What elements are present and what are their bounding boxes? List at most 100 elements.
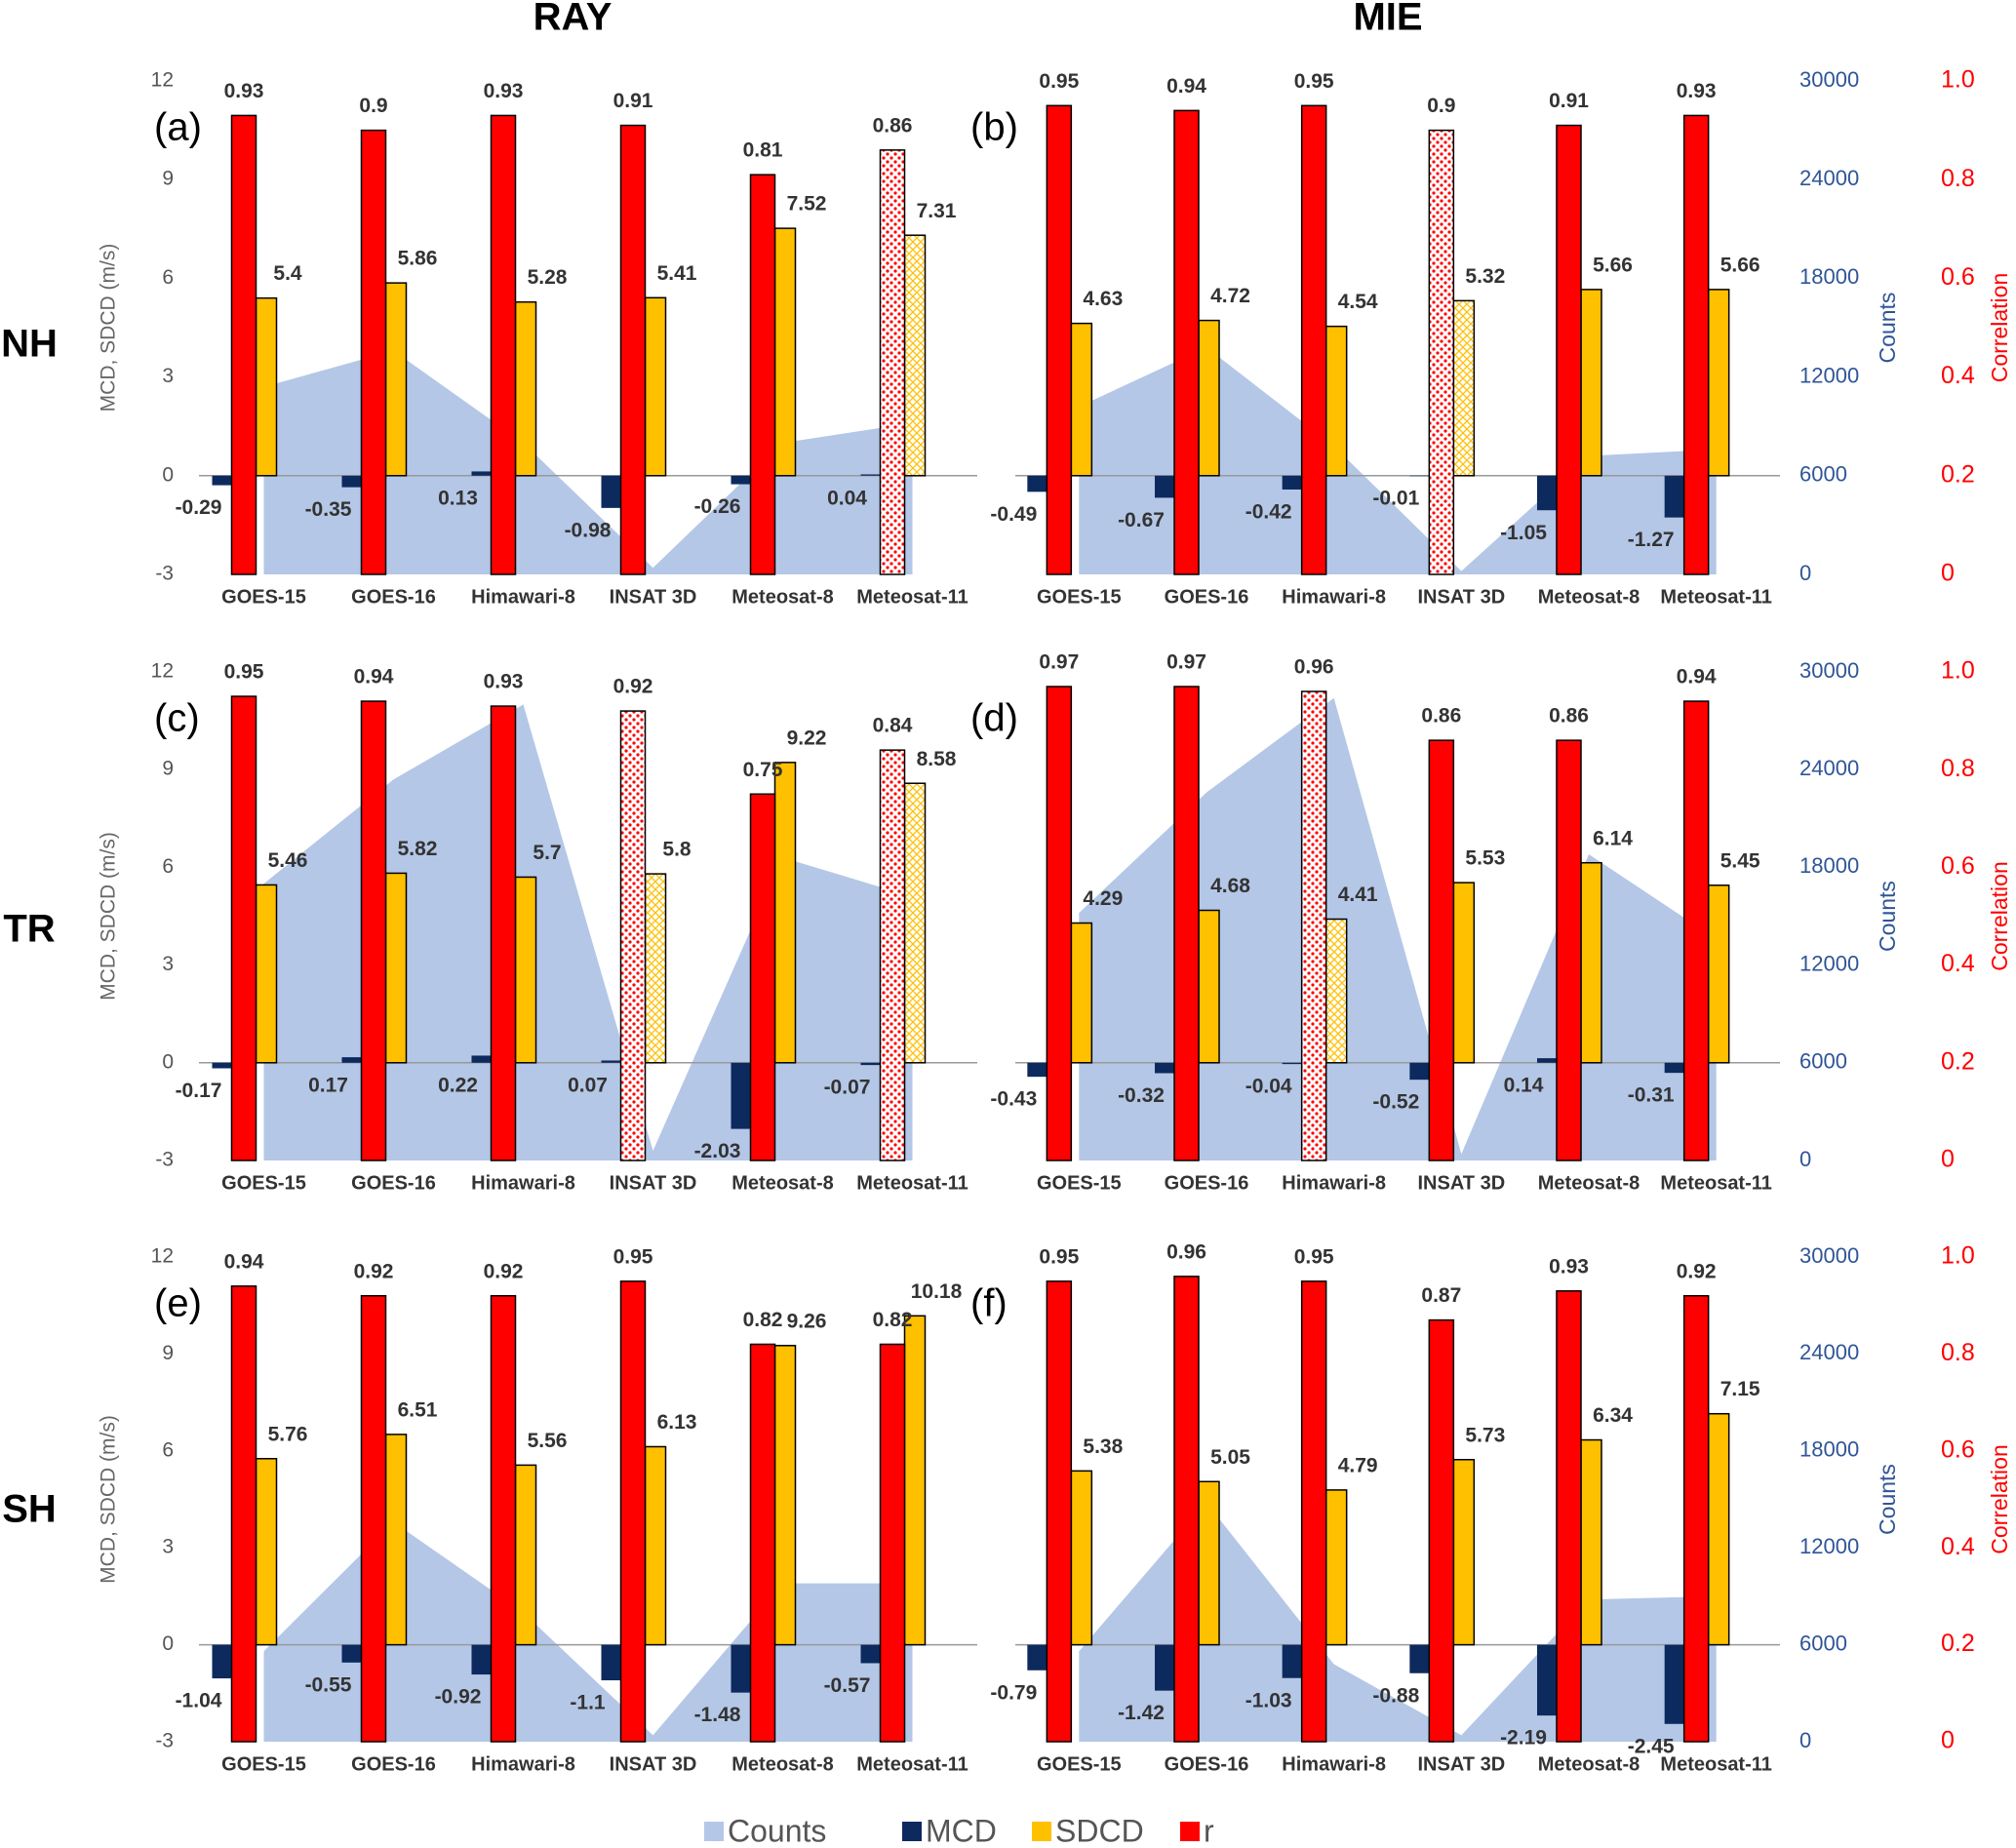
data-label: -0.88 (1372, 1684, 1419, 1707)
legend-label: r (1204, 1813, 1214, 1848)
y2-tick-label: 6000 (1799, 1631, 1847, 1655)
bar (1324, 918, 1348, 1064)
y2-tick-label: 30000 (1799, 67, 1859, 92)
y2-tick-label: 30000 (1799, 1243, 1859, 1268)
bar (1282, 1644, 1302, 1678)
y3-tick-label: 0.6 (1941, 852, 1975, 880)
y3-tick-label: 0.2 (1941, 1630, 1975, 1657)
data-label: 0.95 (1294, 70, 1334, 93)
bar (1580, 1438, 1602, 1646)
y3-tick-label: 0.6 (1941, 1435, 1975, 1463)
bar (731, 1062, 751, 1129)
bar (879, 149, 906, 575)
data-label: 7.52 (787, 193, 827, 216)
data-label: 5.4 (273, 262, 302, 285)
bar (1282, 475, 1302, 490)
data-label: -2.45 (1628, 1735, 1675, 1757)
y-tick-label: 3 (162, 1536, 174, 1558)
x-tick-label: INSAT 3D (1418, 1753, 1506, 1775)
panel-title: (d) (970, 697, 1018, 740)
y3-tick-label: 0.2 (1941, 1047, 1975, 1075)
y-axis-title: MCD, SDCD (m/s) (98, 832, 120, 1001)
data-label: 0.86 (873, 114, 913, 137)
bar (1409, 1062, 1430, 1081)
y3-tick-label: 0.8 (1941, 1339, 1975, 1366)
bar (1556, 739, 1582, 1161)
x-tick-label: GOES-15 (221, 586, 306, 608)
data-label: 0.86 (1421, 705, 1461, 727)
bar (471, 1055, 492, 1063)
data-label: 0.95 (1039, 1245, 1079, 1268)
x-tick-label: Meteosat-8 (731, 1753, 833, 1775)
bar (490, 1295, 517, 1743)
data-label: 0.93 (1677, 80, 1717, 102)
bar (1409, 1644, 1430, 1673)
y3-tick-label: 0.6 (1941, 263, 1975, 291)
legend-label: SDCD (1055, 1813, 1144, 1848)
bar (471, 1644, 492, 1675)
legend-swatch (902, 1822, 922, 1841)
bar (1027, 1644, 1048, 1671)
x-tick-label: Meteosat-8 (731, 1172, 833, 1194)
bar (1452, 1458, 1476, 1646)
y2-tick-label: 24000 (1799, 166, 1859, 190)
bar (1428, 739, 1455, 1161)
bar (341, 1644, 362, 1663)
data-label: 0.93 (1549, 1255, 1589, 1278)
y3-tick-label: 0.8 (1941, 165, 1975, 192)
data-label: 5.8 (662, 839, 692, 861)
y3-axis-title: Correlation (1987, 273, 2012, 383)
bar (230, 1285, 257, 1743)
bar (1070, 922, 1093, 1064)
data-label: 0.96 (1166, 1240, 1206, 1263)
data-label: 4.72 (1210, 285, 1250, 307)
panel-title: (c) (154, 697, 200, 740)
y3-tick-label: 0.4 (1941, 950, 1975, 977)
data-label: 0.86 (1549, 705, 1589, 727)
y2-tick-label: 12000 (1799, 951, 1859, 975)
bar (1046, 686, 1073, 1161)
data-label: 0.75 (743, 759, 783, 781)
bar (212, 1062, 232, 1069)
bar (1324, 1489, 1348, 1646)
data-label: 0.95 (1039, 70, 1079, 93)
data-label: 0.04 (827, 487, 867, 509)
bar (384, 282, 408, 477)
data-label: 6.51 (398, 1398, 438, 1421)
bar (255, 296, 278, 477)
x-tick-label: Meteosat-8 (1538, 1172, 1640, 1194)
y2-tick-label: 0 (1799, 561, 1811, 585)
data-label: 0.91 (1549, 90, 1589, 112)
data-label: 0.9 (359, 95, 387, 117)
data-label: 5.66 (1720, 254, 1760, 276)
data-label: -0.26 (694, 495, 741, 518)
x-tick-label: Meteosat-11 (856, 586, 968, 608)
row-title: NH (1, 323, 58, 366)
bar (1580, 289, 1602, 477)
bar (1537, 1644, 1557, 1716)
bar (514, 300, 537, 477)
y-tick-label: 12 (151, 1245, 174, 1268)
bar (1428, 1318, 1455, 1743)
bar (1537, 475, 1557, 511)
x-tick-label: GOES-15 (1037, 1172, 1122, 1194)
data-label: 5.46 (268, 849, 308, 872)
bar (471, 471, 492, 476)
data-label: -2.19 (1500, 1727, 1547, 1750)
bar (860, 474, 881, 476)
bar (212, 1644, 232, 1679)
data-label: 5.7 (533, 842, 561, 864)
data-label: 7.31 (917, 200, 957, 222)
bar (1556, 1290, 1582, 1743)
data-label: -0.98 (565, 519, 612, 541)
bar (879, 749, 906, 1161)
x-tick-label: GOES-15 (1037, 1753, 1122, 1775)
legend-label: Counts (728, 1813, 826, 1848)
data-label: 10.18 (911, 1280, 963, 1303)
panel-title: (a) (154, 106, 202, 149)
bar (731, 1644, 751, 1693)
data-label: 5.76 (268, 1423, 308, 1445)
data-label: 5.41 (657, 262, 697, 285)
bar (230, 114, 257, 575)
data-label: 0.95 (1294, 1245, 1334, 1268)
